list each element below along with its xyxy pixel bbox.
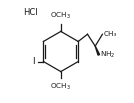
Text: CH₃: CH₃ <box>103 31 117 37</box>
Text: NH$_2$: NH$_2$ <box>100 50 115 60</box>
Text: OCH$_3$: OCH$_3$ <box>50 82 71 92</box>
Text: I: I <box>32 57 35 66</box>
Polygon shape <box>95 46 100 55</box>
Text: HCl: HCl <box>23 8 37 17</box>
Text: OCH$_3$: OCH$_3$ <box>50 11 71 21</box>
